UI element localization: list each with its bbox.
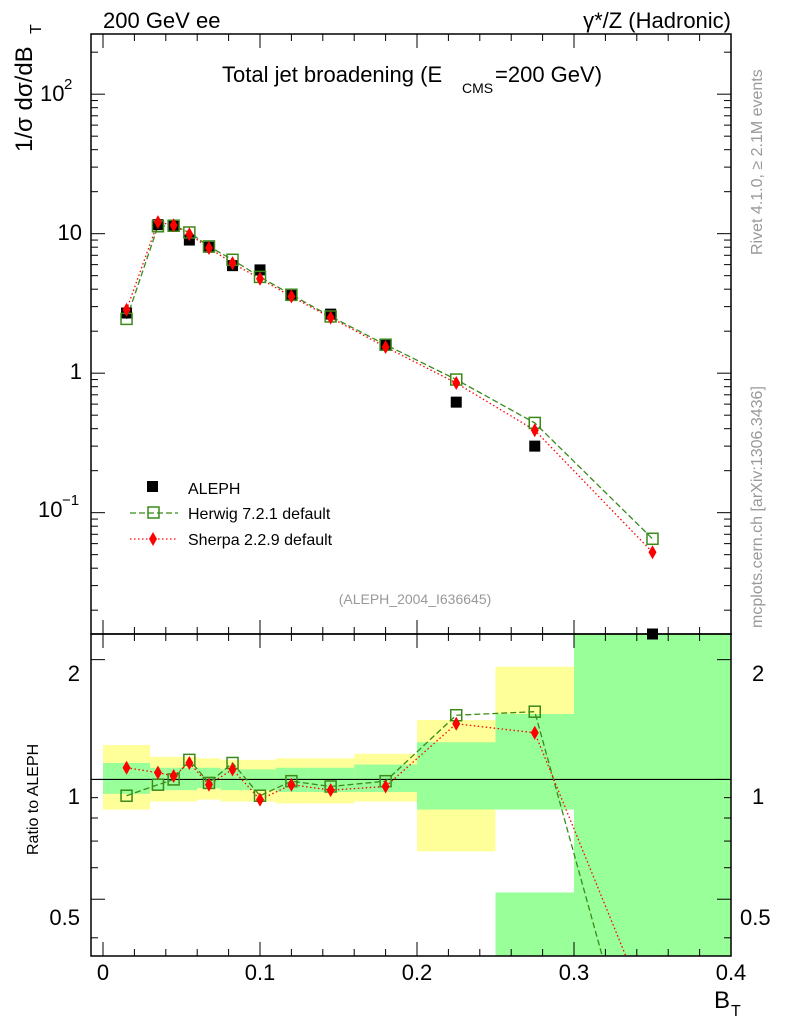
sherpa-point-9 — [381, 340, 390, 355]
sherpa-point-1 — [153, 215, 162, 230]
sherpa-point-0 — [122, 302, 131, 317]
herwig-ratio-point-11 — [528, 705, 541, 718]
ratio-tick-left-0.5: 0.5 — [49, 905, 80, 930]
sherpa-point-12 — [648, 545, 657, 560]
sherpa-point-4 — [204, 240, 213, 255]
sherpa-line — [125, 221, 653, 553]
y-axis-label: 1/σ dσ/dB T — [11, 24, 45, 152]
x-tick-label-0: 0 — [97, 960, 109, 985]
ratio-tick-right-1: 1 — [752, 784, 764, 809]
chart-title-tail: =200 GeV) — [495, 62, 602, 87]
y-tick-0.1-exp: −1 — [62, 492, 79, 509]
sherpa-ratio-point-2 — [169, 769, 178, 784]
aleph-point-11 — [529, 440, 541, 452]
analysis-id: (ALEPH_2004_I636645) — [339, 591, 492, 607]
x-tick-label-0.4: 0.4 — [716, 960, 747, 985]
ratio-green-band-10 — [417, 742, 496, 810]
axis-ticks — [91, 34, 732, 956]
ratio-yellow-band-10-low — [417, 809, 496, 852]
sherpa-ratio-point-3 — [185, 755, 194, 770]
ratio-tick-right-0.5: 0.5 — [740, 905, 771, 930]
x-tick-label-0.3: 0.3 — [559, 960, 590, 985]
legend-sherpa-marker — [149, 532, 157, 546]
main-plot-frame — [90, 33, 732, 635]
y-tick-label-1: 1 — [70, 359, 82, 384]
legend: ALEPH Herwig 7.2.1 default Sherpa 2.2.9 … — [130, 481, 333, 549]
x-axis-label-sub: T — [731, 1003, 741, 1020]
sherpa-point-7 — [287, 289, 296, 304]
y-tick-label-10: 10 — [58, 220, 82, 245]
herwig-point-12 — [646, 532, 659, 546]
ratio-plot-frame — [90, 633, 732, 957]
aleph-point-12 — [647, 628, 658, 640]
x-tick-label-0.1: 0.1 — [245, 960, 276, 985]
legend-aleph-label: ALEPH — [188, 481, 240, 498]
ratio-axis-label: Ratio to ALEPH — [25, 744, 42, 855]
sherpa-ratio-point-5 — [228, 762, 237, 777]
y-axis-label-main: 1/σ dσ/dB — [11, 46, 38, 152]
chart-marks — [91, 215, 731, 957]
sherpa-ratio-point-0 — [122, 760, 131, 775]
y-tick-100-exp: 2 — [64, 76, 72, 93]
x-axis-label: B T — [714, 987, 741, 1020]
ratio-tick-right-2: 2 — [752, 661, 764, 686]
sherpa-ratio-point-8 — [326, 783, 335, 798]
aleph-point-10 — [450, 396, 462, 408]
sherpa-point-10 — [452, 376, 461, 391]
sherpa-point-3 — [185, 227, 194, 242]
ratio-bands — [103, 634, 731, 956]
sherpa-ratio-point-10 — [452, 716, 461, 731]
header-left: 200 GeV ee — [103, 8, 220, 33]
sherpa-point-2 — [169, 218, 178, 233]
y-tick-100-base: 10 — [40, 81, 64, 106]
sherpa-ratio-point-9 — [381, 779, 390, 794]
ratio-green-band-12 — [574, 634, 731, 956]
sherpa-point-6 — [256, 271, 264, 286]
mcplots-label: mcplots.cern.ch [arXiv:1306.3436] — [749, 386, 766, 628]
sherpa-ratio-point-6 — [256, 792, 264, 807]
legend-herwig-label: Herwig 7.2.1 default — [188, 506, 331, 523]
chart-title: Total jet broadening (E CMS =200 GeV) — [222, 62, 602, 96]
legend-sherpa-label: Sherpa 2.2.9 default — [188, 532, 333, 549]
herwig-ratio-point-0 — [120, 789, 133, 802]
sherpa-ratio-point-7 — [287, 777, 296, 792]
y-tick-label-100: 10 2 — [40, 76, 72, 106]
y-tick-0.1-base: 10 — [38, 497, 62, 522]
y-tick-label-0.1: 10 −1 — [38, 492, 79, 522]
chart-title-sub: CMS — [462, 80, 493, 96]
sherpa-ratio-point-1 — [153, 765, 162, 780]
ratio-tick-left-2: 2 — [68, 661, 80, 686]
header-right: γ*/Z (Hadronic) — [583, 8, 731, 33]
sherpa-ratio-point-11 — [530, 725, 539, 740]
ratio-tick-left-1: 1 — [68, 784, 80, 809]
legend-aleph-marker — [147, 481, 158, 492]
sherpa-point-11 — [530, 423, 539, 438]
chart-title-main: Total jet broadening (E — [222, 62, 442, 87]
legend-herwig-marker — [147, 506, 160, 519]
x-axis-label-main: B — [714, 987, 730, 1014]
y-axis-label-sub: T — [28, 24, 45, 34]
sherpa-ratio-point-4 — [204, 777, 213, 792]
x-tick-label-0.2: 0.2 — [402, 960, 433, 985]
sherpa-point-5 — [228, 256, 237, 271]
sherpa-point-8 — [326, 310, 335, 325]
rivet-version-label: Rivet 4.1.0, ≥ 2.1M events — [749, 69, 766, 255]
aleph-point-6 — [254, 264, 266, 276]
